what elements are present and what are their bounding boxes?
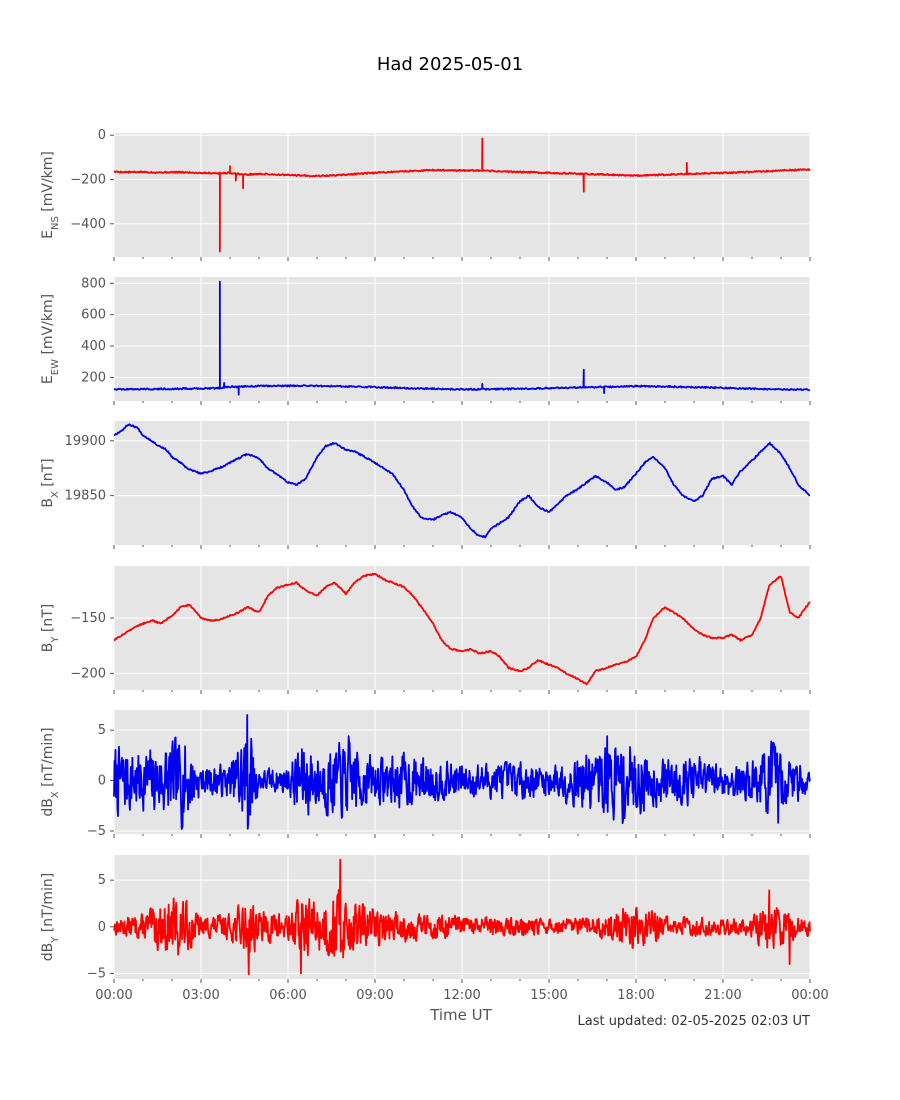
y-axis-label: dBY [nT/min] bbox=[40, 873, 61, 962]
y-axis-label-unit: [mV/km] bbox=[40, 294, 56, 359]
y-axis-label-unit: [mV/km] bbox=[40, 151, 56, 216]
series-line-eew bbox=[113, 280, 811, 396]
y-tick-label: −150 bbox=[70, 611, 106, 626]
y-axis-label-sub: Y bbox=[50, 636, 61, 644]
y-axis-label-unit: [nT/min] bbox=[40, 873, 56, 937]
series-line-by bbox=[113, 572, 811, 686]
y-axis-label-sub: Y bbox=[50, 936, 61, 944]
x-tick-label: 09:00 bbox=[356, 988, 393, 1003]
y-tick-label: −400 bbox=[70, 217, 106, 232]
y-tick-label: 19900 bbox=[65, 434, 106, 449]
y-tick-label: −5 bbox=[87, 966, 106, 981]
y-axis-label-main: dB bbox=[40, 943, 56, 962]
panel-by: −150 −200 BY [nT] bbox=[40, 566, 811, 694]
panel-bx: 19850 19900 BX [nT] bbox=[40, 421, 811, 549]
y-axis-label-sub: X bbox=[50, 791, 61, 798]
y-tick-label: 5 bbox=[98, 873, 106, 888]
y-axis-label-unit: [nT/min] bbox=[40, 727, 56, 791]
panel-ens: 0 −200 −400 ENS [mV/km] bbox=[40, 128, 811, 261]
x-tick-label: 21:00 bbox=[704, 988, 741, 1003]
y-axis-label: ENS [mV/km] bbox=[40, 151, 61, 239]
y-tick-label: 0 bbox=[98, 128, 106, 143]
y-tick-label: 19850 bbox=[65, 489, 106, 504]
y-axis-label-main: B bbox=[40, 498, 56, 508]
chart-title: Had 2025-05-01 bbox=[377, 54, 523, 75]
y-axis-label-main: E bbox=[40, 230, 56, 239]
y-axis-label: EEW [mV/km] bbox=[40, 294, 61, 384]
x-tick-label: 06:00 bbox=[269, 988, 306, 1003]
y-axis-label-main: dB bbox=[40, 798, 56, 817]
y-axis-label-sub: X bbox=[50, 491, 61, 498]
y-tick-label: 400 bbox=[81, 339, 106, 354]
panel-dby: 5 0 −5 dBY [nT/min] 00:00 03:00 06:00 09:00 12:0… bbox=[40, 855, 829, 1003]
y-tick-label: −200 bbox=[70, 173, 106, 188]
series-line-dby bbox=[113, 858, 811, 976]
y-tick-label: −200 bbox=[70, 666, 106, 681]
x-tick-label: 03:00 bbox=[182, 988, 219, 1003]
y-axis-label-main: B bbox=[40, 643, 56, 653]
y-tick-label: 200 bbox=[81, 370, 106, 385]
y-axis-label-unit: [nT] bbox=[40, 604, 56, 637]
x-axis-label: Time UT bbox=[429, 1006, 492, 1024]
series-line-dbx bbox=[113, 714, 811, 830]
y-tick-label: 0 bbox=[98, 920, 106, 935]
x-tick-label: 00:00 bbox=[95, 988, 132, 1003]
y-axis-label: dBX [nT/min] bbox=[40, 727, 61, 816]
y-tick-label: −5 bbox=[87, 824, 106, 839]
y-tick-label: 600 bbox=[81, 308, 106, 323]
y-tick-label: 5 bbox=[98, 723, 106, 738]
y-axis-label-unit: [nT] bbox=[40, 458, 56, 491]
x-tick-label: 12:00 bbox=[443, 988, 480, 1003]
x-tick-label: 18:00 bbox=[617, 988, 654, 1003]
y-axis-label-main: E bbox=[40, 375, 56, 384]
y-axis-label-sub: NS bbox=[50, 216, 61, 230]
y-axis-label: BX [nT] bbox=[40, 458, 61, 507]
y-axis-label-sub: EW bbox=[50, 359, 61, 375]
y-tick-label: 0 bbox=[98, 774, 106, 789]
x-tick-label: 15:00 bbox=[530, 988, 567, 1003]
y-axis-label: BY [nT] bbox=[40, 604, 61, 653]
y-tick-label: 800 bbox=[81, 276, 106, 291]
panel-dbx: 5 0 −5 dBX [nT/min] bbox=[40, 710, 811, 839]
last-updated-text: Last updated: 02-05-2025 02:03 UT bbox=[577, 1014, 810, 1029]
x-tick-label: 00:00 bbox=[791, 988, 828, 1003]
panel-eew: 200 400 600 800 EEW [mV/km] bbox=[40, 276, 811, 405]
series-line-ens bbox=[113, 137, 811, 253]
series-line-bx bbox=[113, 423, 811, 539]
